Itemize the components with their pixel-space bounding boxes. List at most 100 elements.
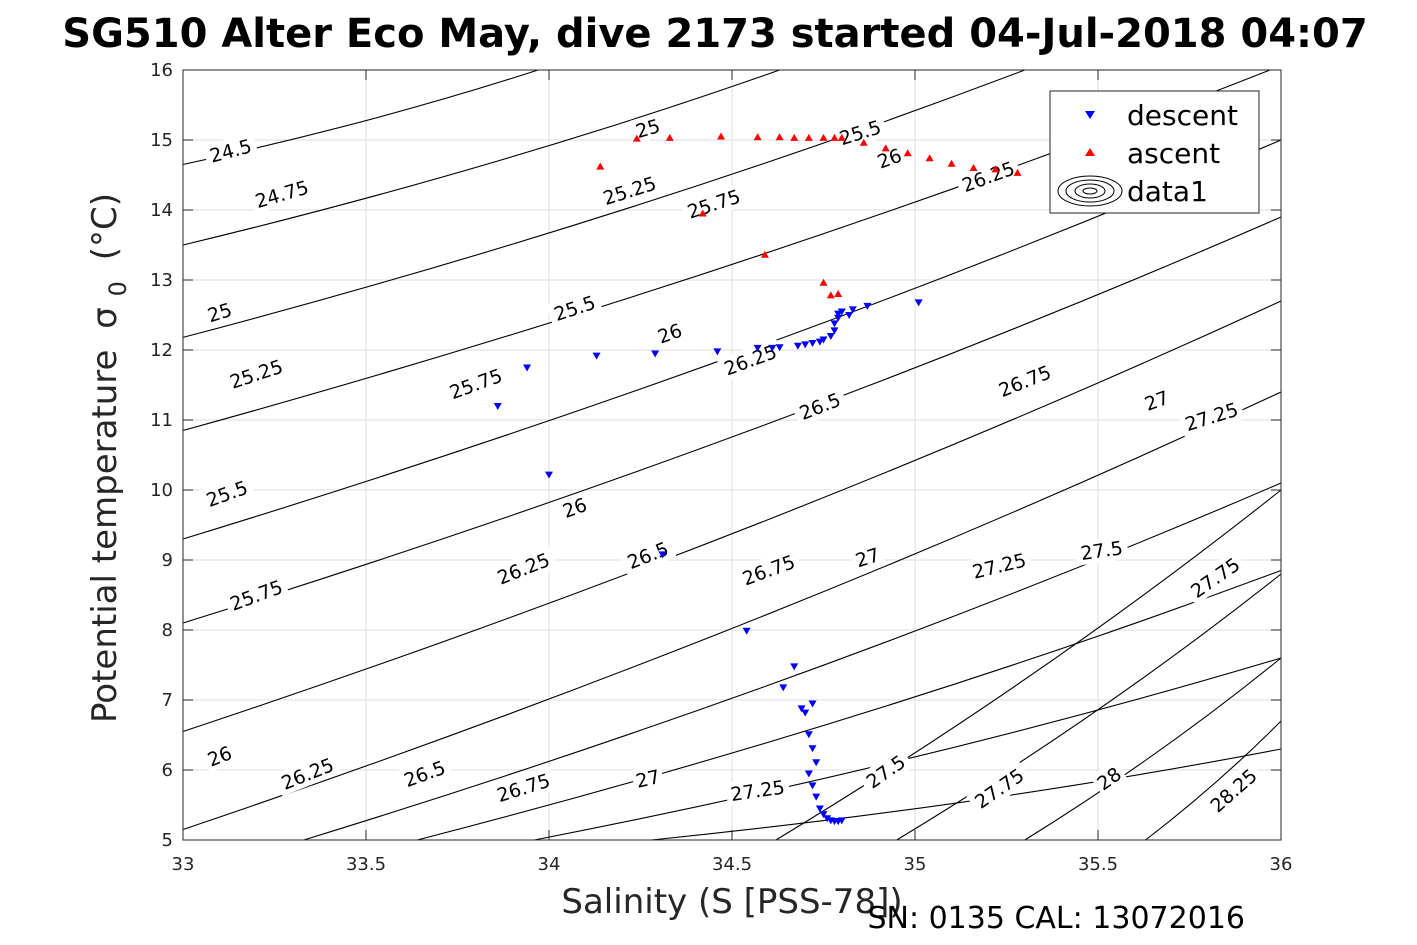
contour-label-background — [556, 491, 593, 524]
contour-label-background — [965, 546, 1033, 585]
contour-label-background — [1074, 534, 1130, 566]
descent-point — [797, 705, 806, 713]
contour-label-background — [201, 739, 238, 773]
contour-label-background — [724, 773, 791, 807]
descent-point — [651, 350, 660, 358]
contour-label-background — [201, 296, 238, 329]
x-tick-label: 35 — [904, 854, 927, 875]
descent-point — [493, 403, 502, 410]
ascent-point — [969, 164, 978, 171]
density-contour — [1024, 657, 1282, 841]
x-tick-label: 36 — [1270, 854, 1293, 875]
x-tick-label: 35.5 — [1078, 854, 1118, 875]
contour-label-background — [198, 473, 256, 514]
contour-label-background — [871, 141, 908, 175]
ascent-point — [632, 134, 641, 142]
descent-point — [812, 793, 821, 801]
descent-point — [801, 709, 810, 717]
serial-calibration-footer: SN: 0135 CAL: 13072016 — [867, 901, 1245, 936]
descent-point — [834, 314, 843, 322]
y-tick-label: 8 — [162, 620, 173, 641]
contour-label-background — [1089, 759, 1129, 797]
descent-point — [830, 327, 839, 335]
contour-label-background — [273, 750, 342, 797]
ascent-point — [947, 159, 956, 167]
ascent-point — [903, 149, 912, 157]
descent-point — [819, 336, 828, 344]
density-contour — [417, 569, 1282, 841]
y-axis-label-subscript: 0 — [104, 281, 132, 296]
descent-point — [790, 663, 799, 671]
descent-point — [837, 817, 846, 825]
ascent-point — [859, 138, 868, 146]
ascent-point — [775, 133, 784, 141]
ascent-point — [804, 133, 813, 141]
contour-label-background — [831, 112, 889, 152]
y-axis-ticks: 5 6 7 8 9 10 11 12 13 14 15 16 — [150, 60, 1281, 851]
chart-title: SG510 Alter Eco May, dive 2173 started 0… — [62, 11, 1367, 57]
y-tick-label: 10 — [150, 480, 173, 501]
y-tick-label: 16 — [150, 60, 173, 81]
contour-label-background — [857, 746, 914, 797]
ascent-point — [819, 133, 828, 141]
y-tick-label: 13 — [150, 270, 173, 291]
contour-label-background — [1138, 383, 1175, 417]
descent-point — [815, 805, 824, 813]
density-contour — [896, 573, 1282, 841]
y-axis-label-unit: (°C) — [85, 193, 125, 260]
descent-point — [658, 551, 667, 559]
descent-point — [845, 312, 854, 319]
ascent-series — [596, 132, 1022, 299]
data-points — [493, 132, 1022, 826]
ascent-point — [760, 250, 769, 258]
x-tick-label: 33 — [172, 854, 195, 875]
y-tick-label: 12 — [150, 340, 173, 361]
ascent-point — [834, 290, 843, 297]
contour-label-background — [651, 316, 688, 350]
contour-label-background — [716, 337, 785, 382]
descent-point — [523, 364, 532, 372]
contour-label-background — [442, 361, 510, 406]
descent-point — [775, 344, 784, 352]
contour-label-background — [1201, 760, 1266, 821]
ascent-point — [665, 133, 674, 141]
contour-label-background — [630, 763, 666, 794]
contour-label-background — [630, 112, 666, 144]
descent-point — [742, 627, 751, 635]
contour-label-background — [966, 760, 1032, 816]
descent-point — [808, 745, 817, 753]
contour-label-background — [791, 385, 849, 427]
ascent-point — [596, 162, 605, 170]
y-tick-label: 14 — [150, 200, 173, 221]
contour-label-background — [1177, 395, 1246, 438]
contour-label-background — [595, 169, 664, 212]
legend: descent ascent data1 — [1049, 90, 1260, 214]
contour-label-background — [546, 288, 604, 328]
ascent-point — [753, 133, 762, 141]
x-tick-label: 34.5 — [712, 854, 752, 875]
y-tick-label: 11 — [150, 410, 173, 431]
ascent-point — [925, 154, 934, 162]
contour-label-background — [680, 182, 748, 226]
contour-label-background — [849, 541, 886, 574]
ascent-point — [717, 132, 726, 140]
density-contour — [182, 69, 1025, 338]
descent-point — [808, 340, 817, 347]
y-tick-label: 6 — [162, 760, 173, 781]
descent-point — [801, 341, 810, 349]
descent-point — [830, 320, 839, 328]
contour-label-background — [619, 534, 677, 576]
descent-point — [804, 770, 813, 778]
descent-point — [768, 344, 777, 352]
legend-descent-marker — [1085, 111, 1095, 119]
ascent-point — [819, 278, 828, 286]
x-axis-ticks: 33 33.5 34 34.5 35 35.5 36 — [172, 70, 1293, 875]
density-contour — [182, 300, 1282, 733]
x-tick-label: 33.5 — [346, 854, 386, 875]
ascent-point — [991, 165, 1000, 173]
density-contour — [775, 489, 1282, 841]
contour-label-background — [222, 572, 290, 618]
contour-label-background — [1182, 549, 1248, 606]
descent-point — [545, 471, 553, 479]
